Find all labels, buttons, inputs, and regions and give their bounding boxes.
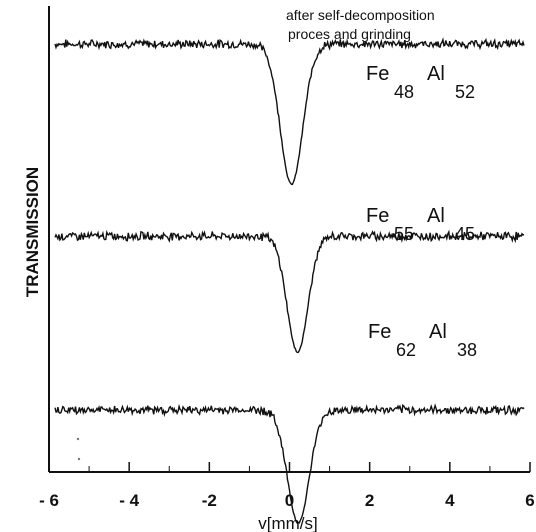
element-subscript: 62 — [396, 340, 416, 360]
spectra-lines — [54, 37, 525, 525]
x-tick-label: 2 — [365, 491, 374, 510]
x-tick-label: 0 — [285, 491, 294, 510]
annotation-line-1: after self-decomposition — [286, 7, 435, 23]
element-symbol: Fe — [366, 63, 389, 85]
x-tick-label: - 6 — [39, 491, 59, 510]
x-tick-label: -2 — [202, 491, 217, 510]
x-ticks — [48, 462, 531, 472]
element-symbol: Al — [427, 205, 445, 227]
spectrum-line-48-52 — [54, 37, 525, 186]
element-subscript: 52 — [455, 82, 475, 102]
element-subscript: 55 — [394, 224, 414, 244]
element-subscript: 45 — [455, 224, 475, 244]
element-symbol: Fe — [366, 205, 389, 227]
spectrum-line-62-38 — [54, 403, 525, 525]
speck-2 — [77, 457, 81, 461]
element-subscript: 38 — [457, 340, 477, 360]
x-tick-label: 4 — [445, 491, 455, 510]
annotation-line-2: proces and grinding — [288, 26, 411, 42]
x-tick-label: - 4 — [119, 491, 139, 510]
x-axis-label: v[mm/s] — [258, 514, 318, 532]
speck-1 — [76, 437, 80, 441]
spectrum-line-55-45 — [54, 229, 525, 354]
y-axis-label: TRANSMISSION — [23, 167, 42, 297]
element-symbol: Al — [429, 321, 447, 343]
element-symbol: Al — [427, 63, 445, 85]
x-tick-label: 6 — [525, 491, 534, 510]
element-subscript: 48 — [394, 82, 414, 102]
element-symbol: Fe — [368, 321, 391, 343]
x-tick-labels: - 6 - 4 -2 0 2 4 6 — [39, 491, 535, 510]
